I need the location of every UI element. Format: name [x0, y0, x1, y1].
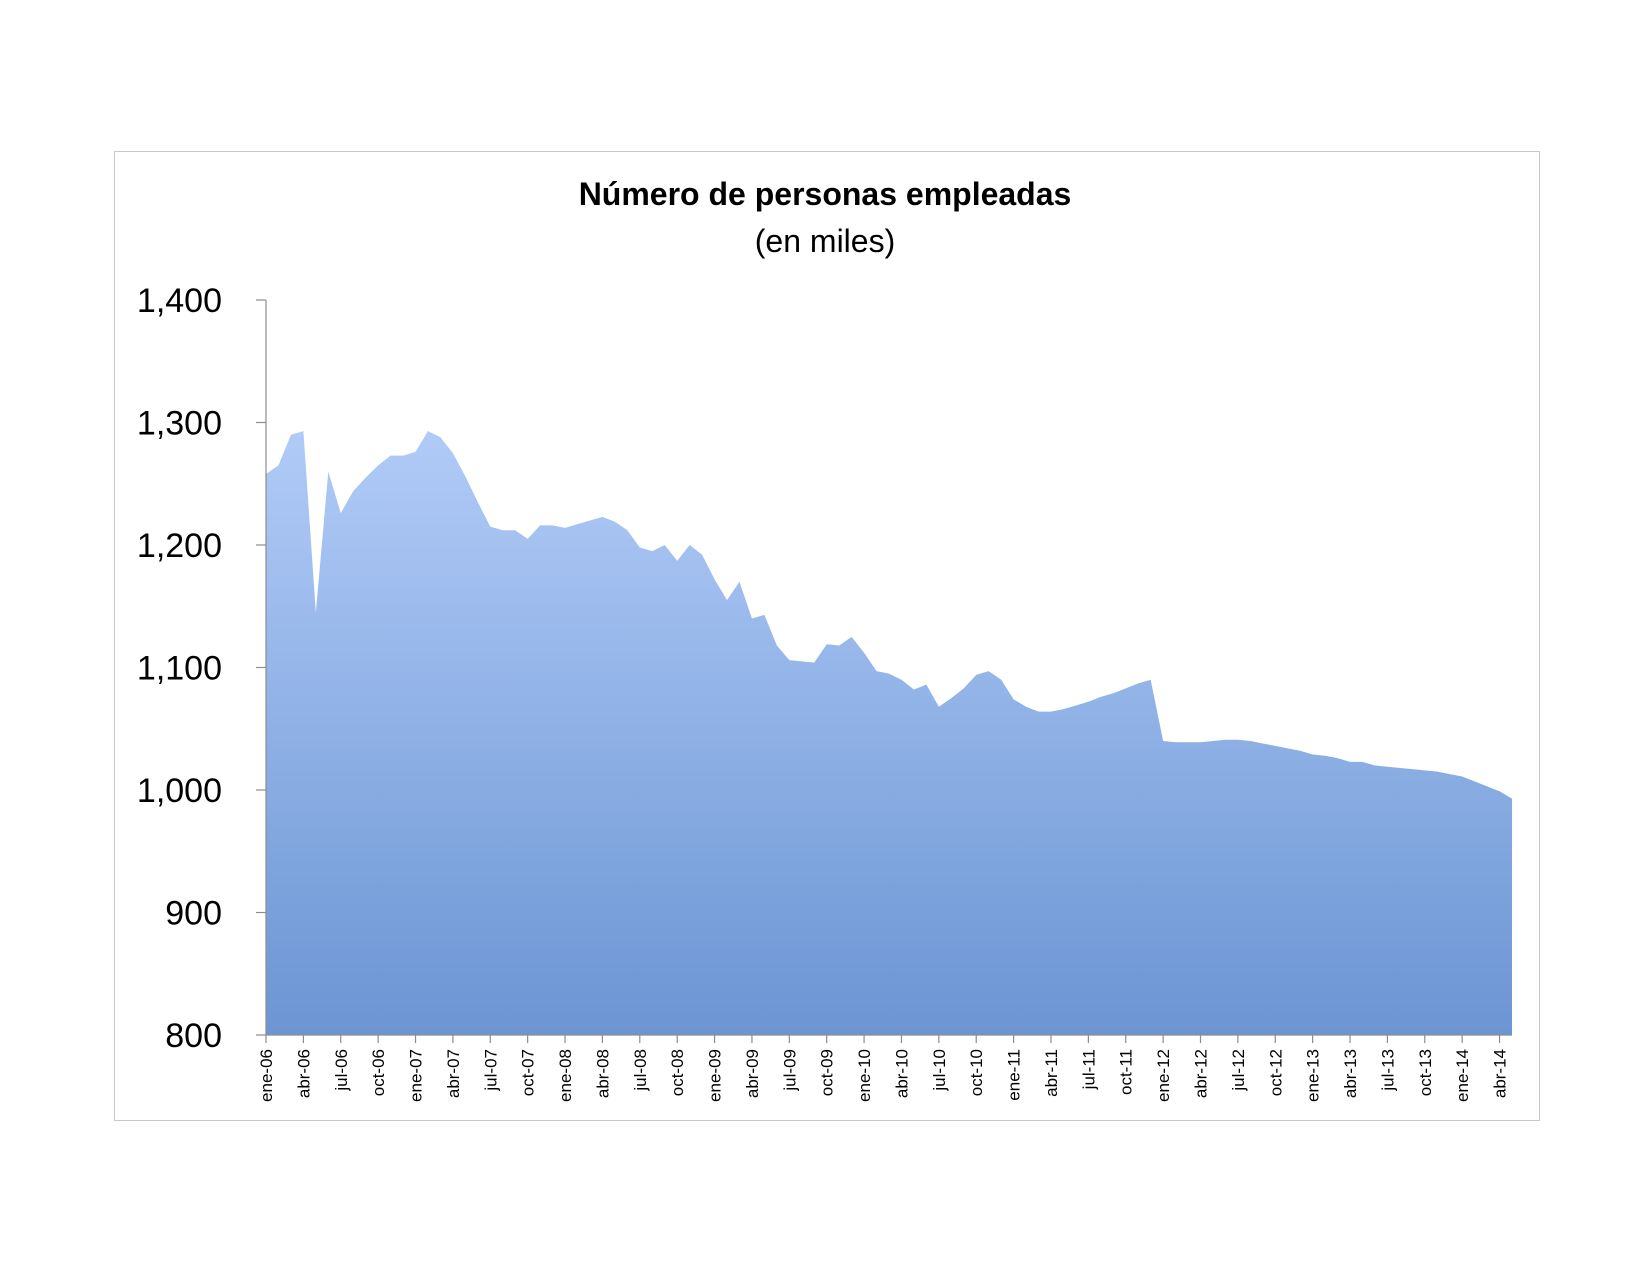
x-tick-label: oct-13 — [1416, 1049, 1435, 1096]
y-tick-label: 1,300 — [137, 405, 222, 443]
x-tick-label: ene-06 — [257, 1049, 276, 1102]
x-tick-label: ene-08 — [556, 1049, 575, 1102]
x-tick-label: abr-07 — [444, 1049, 463, 1098]
x-tick-label: ene-13 — [1304, 1049, 1323, 1102]
x-tick-label: jul-12 — [1229, 1049, 1248, 1092]
x-tick-label: abr-09 — [743, 1049, 762, 1098]
x-tick-label: abr-12 — [1192, 1049, 1211, 1098]
series-area — [266, 431, 1512, 1036]
x-tick-label: ene-12 — [1154, 1049, 1173, 1102]
x-tick-label: oct-10 — [967, 1049, 986, 1096]
x-tick-label: jul-10 — [930, 1049, 949, 1092]
y-tick-label: 1,400 — [137, 282, 222, 320]
x-tick-label: ene-07 — [407, 1049, 426, 1102]
x-tick-label: ene-10 — [855, 1049, 874, 1102]
x-tick-label: jul-06 — [332, 1049, 351, 1092]
y-tick-label: 1,200 — [137, 527, 222, 565]
chart-subtitle: (en miles) — [754, 223, 896, 259]
chart-title: Número de personas empleadas — [578, 176, 1072, 212]
x-tick-label: jul-09 — [780, 1049, 799, 1092]
x-tick-label: jul-08 — [631, 1049, 650, 1092]
x-tick-label: oct-09 — [818, 1049, 837, 1096]
x-tick-label: ene-09 — [706, 1049, 725, 1102]
x-tick-label: oct-06 — [369, 1049, 388, 1096]
y-tick-label: 900 — [165, 895, 222, 933]
x-tick-label: ene-14 — [1453, 1049, 1472, 1102]
x-tick-label: abr-13 — [1341, 1049, 1360, 1098]
x-tick-label: oct-12 — [1266, 1049, 1285, 1096]
y-tick-label: 800 — [165, 1017, 222, 1055]
x-tick-label: abr-11 — [1042, 1049, 1061, 1097]
x-tick-label: abr-10 — [892, 1049, 911, 1098]
x-tick-label: abr-06 — [294, 1049, 313, 1098]
x-tick-label: oct-11 — [1117, 1049, 1136, 1095]
x-tick-label: jul-07 — [481, 1049, 500, 1092]
x-tick-label: jul-11 — [1079, 1049, 1098, 1090]
x-tick-label: oct-07 — [519, 1049, 538, 1096]
x-tick-label: ene-11 — [1005, 1049, 1024, 1101]
x-tick-label: abr-14 — [1491, 1049, 1510, 1098]
x-tick-label: oct-08 — [668, 1049, 687, 1096]
y-tick-label: 1,100 — [137, 650, 222, 688]
y-tick-label: 1,000 — [137, 772, 222, 810]
x-tick-label: abr-08 — [593, 1049, 612, 1098]
x-tick-label: jul-13 — [1378, 1049, 1397, 1092]
